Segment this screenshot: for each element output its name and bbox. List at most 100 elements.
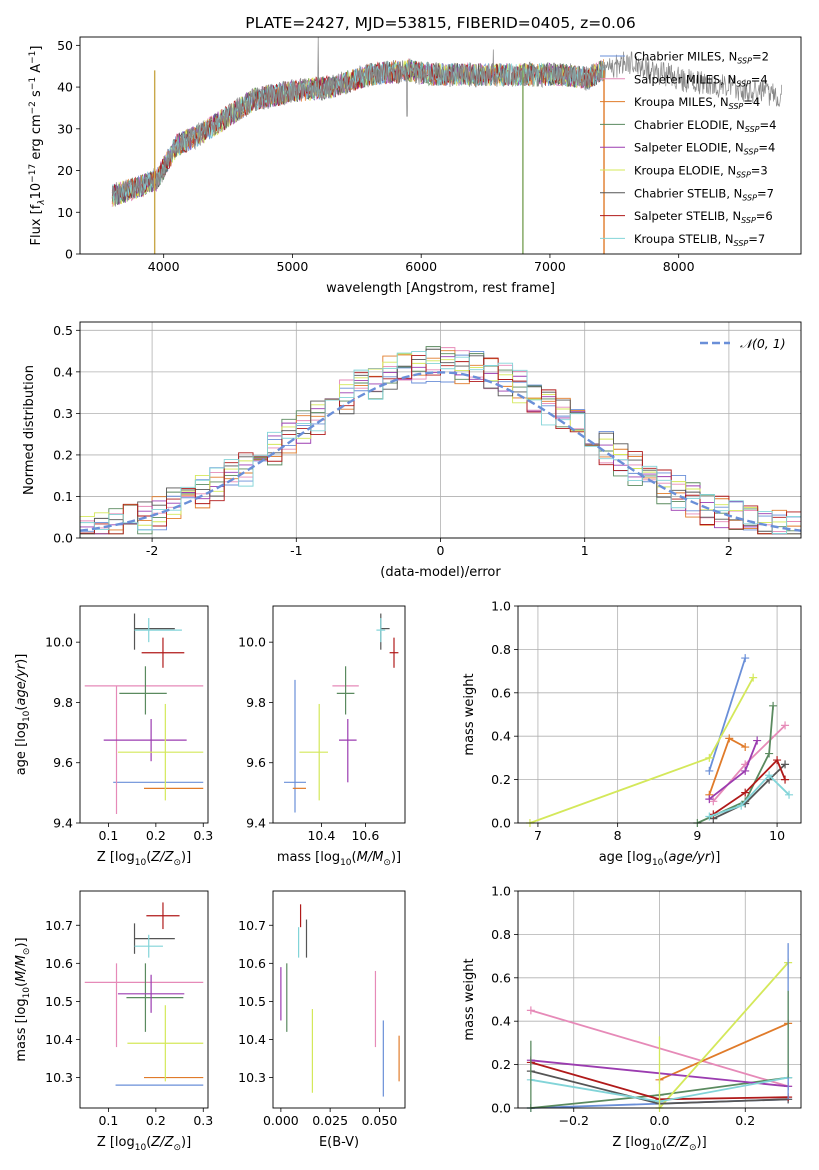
x-axis-label: mass [log10(M/M⊙)]: [277, 850, 401, 868]
y-tick-label: 10.5: [45, 994, 73, 1009]
y-tick-label: 10.6: [238, 956, 266, 971]
x-axis-label: Z [log10(Z/Z⊙)]: [97, 850, 191, 868]
panel-age_vs_mass: 10.4 10.6 9.4 9.6 9.8 10.0 mass [log10(M/M⊙)]: [238, 605, 406, 868]
y-tick-label: 0.4: [53, 364, 73, 379]
x-tick-label: 0.1: [98, 1113, 118, 1128]
model-spectrum-line: [111, 61, 604, 205]
x-tick-label: 10.4: [307, 828, 335, 843]
y-tick-label: 9.4: [246, 816, 266, 831]
y-tick-label: 10.4: [45, 1032, 73, 1047]
panel-age_vs_Z: 0.1 0.2 0.3 9.4 9.6 9.8 10.0 Z [log10(Z/Z⊙)] age…: [14, 605, 213, 868]
legend-label: Salpeter ELODIE, NSSP=4: [634, 141, 775, 157]
legend-label: Chabrier ELODIE, NSSP=4: [634, 118, 776, 134]
y-tick-label: 10.4: [238, 1032, 266, 1047]
x-tick-label: −0.2: [559, 1113, 589, 1128]
y-tick-label: 0.2: [491, 1057, 511, 1072]
mass-weight-point: [785, 790, 794, 799]
mass-weight-point: [737, 801, 746, 810]
y-axis-label: Flux [fλ10−17 erg cm−2 s−1 A−1]: [28, 46, 47, 246]
axes-frame: [517, 605, 802, 824]
x-tick-label: -1: [290, 543, 302, 558]
legend-label: Chabrier STELIB, NSSP=7: [634, 186, 774, 202]
y-tick-label: 0.2: [53, 447, 73, 462]
axes-frame: [79, 321, 802, 539]
y-tick-label: 0.0: [491, 816, 511, 831]
mass-weight-point: [741, 743, 750, 752]
mass-weight-line: [708, 657, 747, 772]
mass-weight-point: [749, 673, 758, 682]
y-tick-label: 10.7: [238, 918, 266, 933]
y-tick-label: 9.8: [246, 695, 266, 710]
x-axis-label: wavelength [Angstrom, rest frame]: [326, 281, 555, 296]
x-tick-label: 0.1: [98, 828, 118, 843]
y-tick-label: 0.6: [491, 970, 511, 985]
y-tick-label: 9.8: [53, 695, 73, 710]
mass-weight-line: [659, 1022, 789, 1081]
y-axis-label: mass weight: [462, 958, 477, 1040]
axes-frame: [79, 36, 802, 255]
y-tick-label: 0.1: [53, 489, 73, 504]
x-axis-label: (data-model)/error: [380, 565, 501, 580]
legend-label: 𝒩(0, 1): [740, 336, 786, 351]
axes-frame: [517, 890, 802, 1109]
x-tick-label: 8000: [663, 259, 695, 274]
x-tick-label: 6000: [405, 259, 437, 274]
residual-histogram: [79, 351, 801, 538]
mass-weight-line: [529, 677, 754, 824]
y-tick-label: 0.2: [491, 772, 511, 787]
x-tick-label: -2: [146, 543, 158, 558]
y-axis-label: mass weight: [462, 673, 477, 755]
panel-residuals: -2 -1 0 1 2 0.0 0.1 0.2 0.3 0.4 0.5 (data-model)/er…: [22, 321, 802, 580]
mass-weight-line: [658, 962, 789, 1109]
y-tick-label: 50: [57, 38, 73, 53]
y-tick-label: 0.6: [491, 685, 511, 700]
y-tick-label: 1.0: [491, 599, 511, 614]
y-tick-label: 0.5: [53, 323, 73, 338]
mass-weight-point: [741, 766, 750, 775]
x-axis-label: Z [log10(Z/Z⊙)]: [97, 1135, 191, 1153]
y-tick-label: 0.0: [53, 531, 73, 546]
mass-weight-point: [753, 736, 762, 745]
x-tick-label: 9: [693, 828, 701, 843]
x-tick-label: 5000: [277, 259, 309, 274]
x-tick-label: 7: [534, 828, 542, 843]
mass-weight-point: [725, 734, 734, 743]
y-tick-label: 9.6: [246, 755, 266, 770]
mass-weight-line: [697, 705, 774, 824]
x-tick-label: 2: [725, 543, 733, 558]
y-tick-label: 10.0: [45, 635, 73, 650]
chart-title: PLATE=2427, MJD=53815, FIBERID=0405, z=0…: [245, 14, 635, 32]
y-axis-label: age [log10(age/yr)]: [14, 654, 32, 776]
y-tick-label: 0.0: [491, 1101, 511, 1116]
x-tick-label: 0.2: [146, 828, 166, 843]
x-tick-label: 10.6: [351, 828, 379, 843]
x-axis-label: Z [log10(Z/Z⊙)]: [612, 1135, 706, 1153]
y-axis-label: Normed distribution: [22, 365, 37, 495]
y-tick-label: 9.4: [53, 816, 73, 831]
x-axis-label: E(B-V): [319, 1135, 359, 1150]
legend-label: Chabrier MILES, NSSP=2: [634, 50, 769, 66]
y-tick-label: 0.4: [491, 1014, 511, 1029]
y-tick-label: 0.8: [491, 927, 511, 942]
x-tick-label: 8: [614, 828, 622, 843]
x-tick-label: 0.000: [263, 1113, 299, 1128]
panel-spectrum: 4000 5000 6000 7000 8000 0 10 20 30 40 50 PLATE=242…: [28, 14, 802, 296]
spectrum-legend: Chabrier MILES, NSSP=2 Salpeter MILES, NS…: [600, 50, 776, 248]
axes-frame: [79, 890, 209, 1109]
mass-weight-point: [526, 1006, 535, 1015]
axes-frame: [272, 605, 406, 824]
mass-weight-point: [765, 771, 774, 780]
legend-label: Salpeter MILES, NSSP=4: [634, 72, 768, 88]
y-tick-label: 10: [57, 205, 73, 220]
x-tick-label: 0: [437, 543, 445, 558]
panel-mass_vs_Z: 0.1 0.2 0.3 10.3 10.4 10.5 10.6 10.7 Z [log10(Z/…: [14, 890, 213, 1153]
mass-weight-line: [712, 763, 786, 820]
y-tick-label: 10.6: [45, 956, 73, 971]
legend-label: Kroupa MILES, NSSP=4: [634, 95, 760, 111]
legend-label: Kroupa ELODIE, NSSP=3: [634, 164, 768, 180]
y-axis-label: mass [log10(M/M⊙)]: [14, 937, 32, 1061]
y-tick-label: 0.4: [491, 729, 511, 744]
y-tick-label: 20: [57, 163, 73, 178]
observed-spectrum-line: [111, 36, 783, 207]
